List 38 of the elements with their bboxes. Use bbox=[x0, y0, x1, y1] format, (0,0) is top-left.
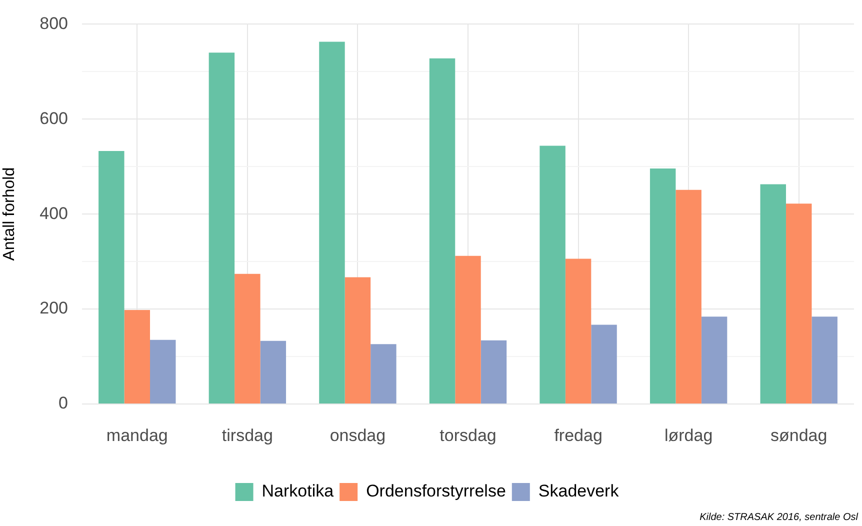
bar bbox=[540, 146, 566, 404]
bar bbox=[370, 344, 396, 404]
y-axis-title: Antall forhold bbox=[1, 167, 18, 261]
bar bbox=[701, 316, 728, 404]
bar bbox=[234, 274, 260, 404]
bar bbox=[565, 258, 592, 404]
y-tick-label: 0 bbox=[58, 394, 68, 413]
bar bbox=[676, 190, 702, 404]
bar bbox=[124, 310, 150, 404]
y-tick-label: 600 bbox=[40, 108, 68, 128]
x-tick-label: onsdag bbox=[330, 426, 386, 445]
x-tick-label: lørdag bbox=[664, 426, 713, 445]
bar bbox=[650, 168, 676, 404]
legend-label: Ordensforstyrrelse bbox=[366, 482, 506, 501]
bar bbox=[150, 340, 176, 404]
y-tick-label: 200 bbox=[40, 298, 68, 318]
bar bbox=[344, 277, 371, 404]
legend-label: Narkotika bbox=[262, 482, 334, 501]
x-tick-label: torsdag bbox=[440, 426, 496, 445]
bar bbox=[760, 184, 786, 404]
bar bbox=[98, 150, 124, 404]
x-tick-label: mandag bbox=[106, 426, 168, 445]
bar bbox=[812, 316, 838, 404]
bar bbox=[480, 340, 507, 404]
bar bbox=[260, 340, 286, 404]
bar bbox=[591, 324, 617, 404]
x-tick-label: søndag bbox=[770, 426, 828, 445]
y-tick-label: 800 bbox=[40, 14, 68, 33]
legend-label: Skadeverk bbox=[538, 482, 620, 501]
x-tick-label: tirsdag bbox=[222, 426, 273, 445]
bar bbox=[429, 58, 456, 404]
bar bbox=[319, 42, 345, 404]
x-tick-label: fredag bbox=[554, 426, 602, 445]
text: Kilde: STRASAK 2016, sentrale Osl bbox=[700, 512, 859, 523]
bar bbox=[208, 52, 235, 404]
y-tick-label: 400 bbox=[40, 204, 68, 223]
bar bbox=[786, 204, 812, 404]
bar bbox=[455, 256, 481, 404]
